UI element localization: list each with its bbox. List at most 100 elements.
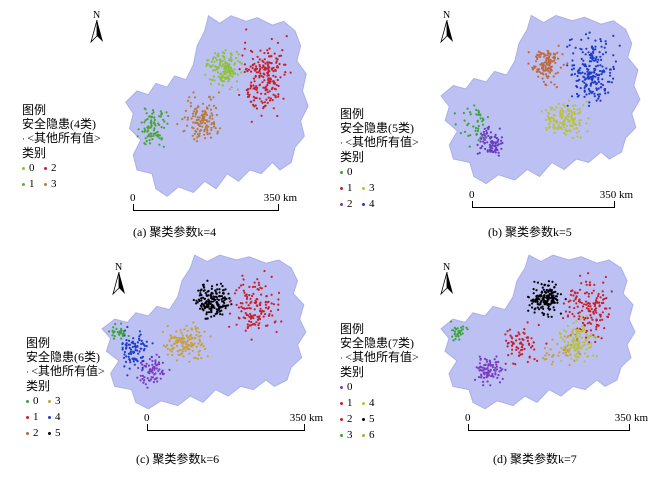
point-mark [200, 299, 203, 302]
point-mark [569, 335, 573, 338]
point-mark [476, 129, 479, 133]
point-mark [271, 314, 274, 317]
point-mark [245, 293, 248, 296]
point-mark [576, 108, 579, 111]
point-mark [190, 327, 193, 330]
point-mark [518, 333, 521, 336]
point-mark [596, 301, 599, 304]
point-mark [250, 300, 253, 303]
point-mark [500, 147, 503, 150]
legend-class-item: 1 [26, 410, 48, 424]
point-mark [469, 111, 472, 114]
point-mark [264, 303, 267, 306]
point-mark [579, 318, 582, 321]
scale-zero: 0 [130, 192, 136, 204]
point-mark [582, 327, 585, 330]
point-mark [270, 88, 273, 91]
point-mark [461, 332, 464, 335]
point-mark [459, 333, 462, 336]
point-mark [189, 101, 192, 104]
point-mark [134, 344, 137, 348]
point-mark [486, 149, 489, 152]
point-mark [540, 299, 543, 303]
point-mark [557, 57, 560, 60]
point-mark [145, 345, 148, 348]
point-mark [153, 368, 156, 371]
point-mark [610, 81, 613, 84]
legend-class-item: 5 [48, 426, 70, 440]
point-mark [540, 53, 543, 56]
point-mark [532, 299, 535, 302]
point-mark [205, 119, 208, 122]
point-mark [577, 68, 580, 71]
point-mark [561, 115, 564, 118]
point-mark [588, 64, 591, 67]
point-mark [223, 296, 226, 299]
point-mark [489, 368, 492, 371]
point-mark [526, 321, 529, 324]
point-mark [483, 373, 486, 376]
point-mark [219, 60, 222, 64]
point-mark [273, 52, 276, 55]
point-mark [583, 95, 586, 98]
point-mark [204, 126, 207, 130]
point-mark [590, 292, 594, 295]
point-mark [587, 68, 590, 71]
point-mark [589, 56, 592, 59]
point-mark [586, 70, 589, 73]
point-mark [197, 289, 200, 292]
point-mark [556, 51, 559, 54]
point-mark [565, 124, 569, 127]
point-mark [226, 65, 229, 68]
legend-dot-icon [26, 415, 29, 419]
point-mark [485, 131, 489, 134]
point-mark [234, 57, 238, 60]
point-mark [602, 301, 605, 304]
point-mark [453, 332, 456, 335]
point-mark [214, 295, 218, 298]
point-mark [268, 47, 271, 50]
point-mark [560, 107, 563, 110]
legend-class-label: 4 [55, 411, 61, 423]
point-mark [563, 335, 566, 338]
point-mark [576, 95, 579, 98]
point-mark [221, 300, 224, 303]
point-mark [284, 71, 287, 74]
caption: (c) 聚类参数k=6 [136, 452, 220, 466]
point-mark [175, 330, 178, 333]
point-mark [224, 49, 227, 52]
point-mark [233, 68, 236, 71]
point-mark [217, 308, 220, 311]
point-mark [189, 105, 192, 108]
point-mark [573, 111, 576, 114]
point-mark [248, 320, 251, 323]
point-mark [475, 113, 478, 116]
point-mark [225, 62, 229, 65]
point-mark [601, 290, 604, 293]
point-mark [264, 285, 267, 288]
point-mark [594, 57, 597, 60]
north-letter: N [443, 10, 451, 21]
point-mark [556, 299, 559, 302]
point-mark [521, 348, 524, 351]
point-mark [587, 51, 590, 54]
point-mark [224, 77, 227, 80]
point-mark [251, 50, 254, 54]
point-mark [277, 298, 280, 301]
point-mark [596, 64, 600, 67]
point-mark [550, 363, 553, 366]
point-mark [585, 100, 588, 103]
point-mark [552, 306, 555, 309]
point-mark [588, 73, 591, 76]
point-mark [146, 118, 149, 121]
point-mark [193, 132, 196, 136]
point-mark [526, 336, 529, 339]
point-mark [589, 345, 593, 348]
point-mark [535, 289, 538, 292]
point-mark [262, 75, 265, 79]
point-mark [489, 364, 492, 367]
point-mark [576, 112, 579, 115]
point-mark [130, 352, 133, 355]
point-mark [249, 70, 253, 73]
